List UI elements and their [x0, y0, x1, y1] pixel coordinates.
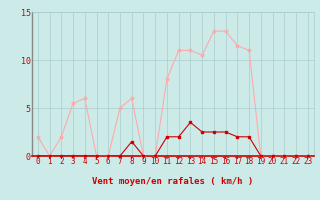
X-axis label: Vent moyen/en rafales ( km/h ): Vent moyen/en rafales ( km/h ): [92, 178, 253, 186]
